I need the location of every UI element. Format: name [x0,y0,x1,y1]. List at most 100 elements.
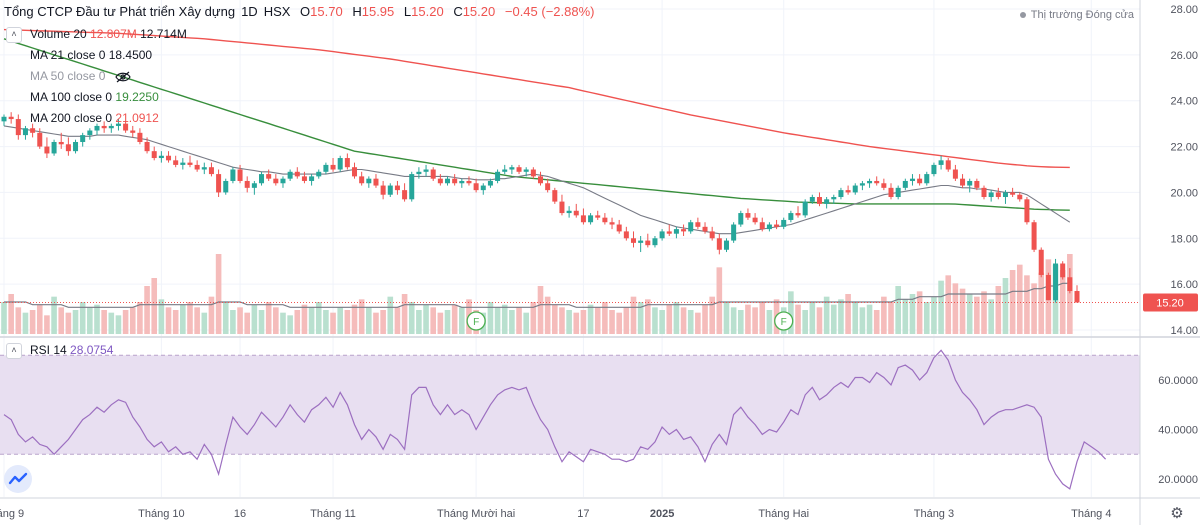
volume-bar [566,310,572,334]
candle-body [359,176,365,184]
volume-bar [709,296,715,334]
high-value: 15.95 [361,4,395,19]
volume-bar [108,312,115,334]
volume-bar [172,310,179,334]
status-dot-icon [1019,12,1026,19]
volume-bar [44,315,50,334]
candle-body [688,222,694,232]
price-tick-label: 20.00 [1170,187,1198,199]
volume-bar [895,286,901,334]
candle-body [466,180,472,184]
candle-body [602,217,608,223]
volume-bar [101,310,107,334]
volume-label: Volume 20 [30,27,87,41]
volume-bar [208,296,215,334]
volume-bar [981,291,987,334]
candle-body [852,185,858,193]
candle-body [1045,274,1051,301]
candle-body [895,187,901,198]
high-label: H [352,4,362,19]
candle-body [387,185,393,195]
collapse-chevron-icon[interactable]: ˄ [6,27,22,43]
candle-body [51,141,57,154]
volume-bar [437,312,444,334]
candle-body [960,178,966,186]
volume-bar [752,307,758,334]
candle-body [366,178,372,184]
candle-body [623,231,629,239]
candle-body [766,224,772,230]
volume-bar [795,304,801,334]
candle-body [495,171,501,181]
candle-body [330,164,336,170]
volume-bar [180,304,186,334]
volume-bar [1031,283,1037,334]
gear-icon[interactable]: ⚙ [1170,505,1184,522]
interval[interactable]: 1D [241,4,258,19]
candle-body [1002,192,1008,198]
time-tick-label: 17 [577,508,589,520]
candle-body [645,240,651,246]
tradingview-logo-icon[interactable] [3,464,33,494]
candle-body [788,213,794,220]
volume-bar [151,278,158,334]
rsi-tick-label: 40.0000 [1158,425,1198,437]
volume-bar [416,310,422,334]
candle-body [452,178,458,184]
legend-ma200[interactable]: MA 200 close 0 21.0912 [30,111,159,125]
candle-body [595,215,601,218]
candle-body [824,199,830,204]
candle-body [874,180,880,184]
volume-bar [723,302,730,334]
legend-rsi[interactable]: RSI 14 28.0754 [30,343,113,357]
candle-body [180,162,186,165]
market-status: Thị trường Đóng cửa [1019,9,1134,21]
legend-ma50[interactable]: MA 50 close 0 [30,69,131,83]
candle-body [108,125,114,129]
candle-body [244,180,250,188]
volume-bar [537,286,544,334]
volume-bar [358,299,365,334]
candle-body [616,224,622,232]
volume-bar [966,294,973,334]
volume-bar [530,302,537,334]
eye-off-icon[interactable] [115,71,131,83]
candle-body [516,167,522,172]
candle-body [709,231,715,239]
volume-bar [552,304,558,334]
legend-volume[interactable]: Volume 20 12.807M 12.714M [30,27,187,41]
candle-body [802,201,808,216]
volume-bar [330,312,336,334]
legend-ma100[interactable]: MA 100 close 0 19.2250 [30,90,159,104]
volume-bar [237,307,243,334]
candle-body [1024,199,1030,223]
candle-body [101,125,107,129]
candle-body [30,128,36,133]
volume-bar [1067,254,1073,334]
volume-bar [344,310,351,334]
volume-bar [873,310,880,334]
symbol-name[interactable]: Tổng CTCP Đầu tư Phát triển Xây dựng [4,4,236,19]
volume-bar [845,294,851,334]
volume-bar [680,307,687,334]
volume-bar [72,310,79,334]
candle-body [945,160,951,170]
volume-bar [587,304,594,334]
open-label: O [300,4,311,19]
volume-bar [859,307,866,334]
candle-body [273,178,279,184]
volume-bar [251,304,258,334]
earnings-f-icon-label: F [781,317,787,328]
last-price-tag [1143,293,1198,312]
volume-bar [666,304,673,334]
volume-bar [394,307,401,334]
legend-ma21[interactable]: MA 21 close 0 18.4500 [30,48,152,62]
candle-body [1017,194,1023,200]
candle-body [223,180,229,193]
rsi-collapse-chevron-icon[interactable]: ˄ [6,343,22,359]
time-tick-label: Tháng 4 [1071,508,1111,520]
volume-bar [315,302,322,334]
volume-bar [637,302,644,334]
candle-body [166,155,172,161]
